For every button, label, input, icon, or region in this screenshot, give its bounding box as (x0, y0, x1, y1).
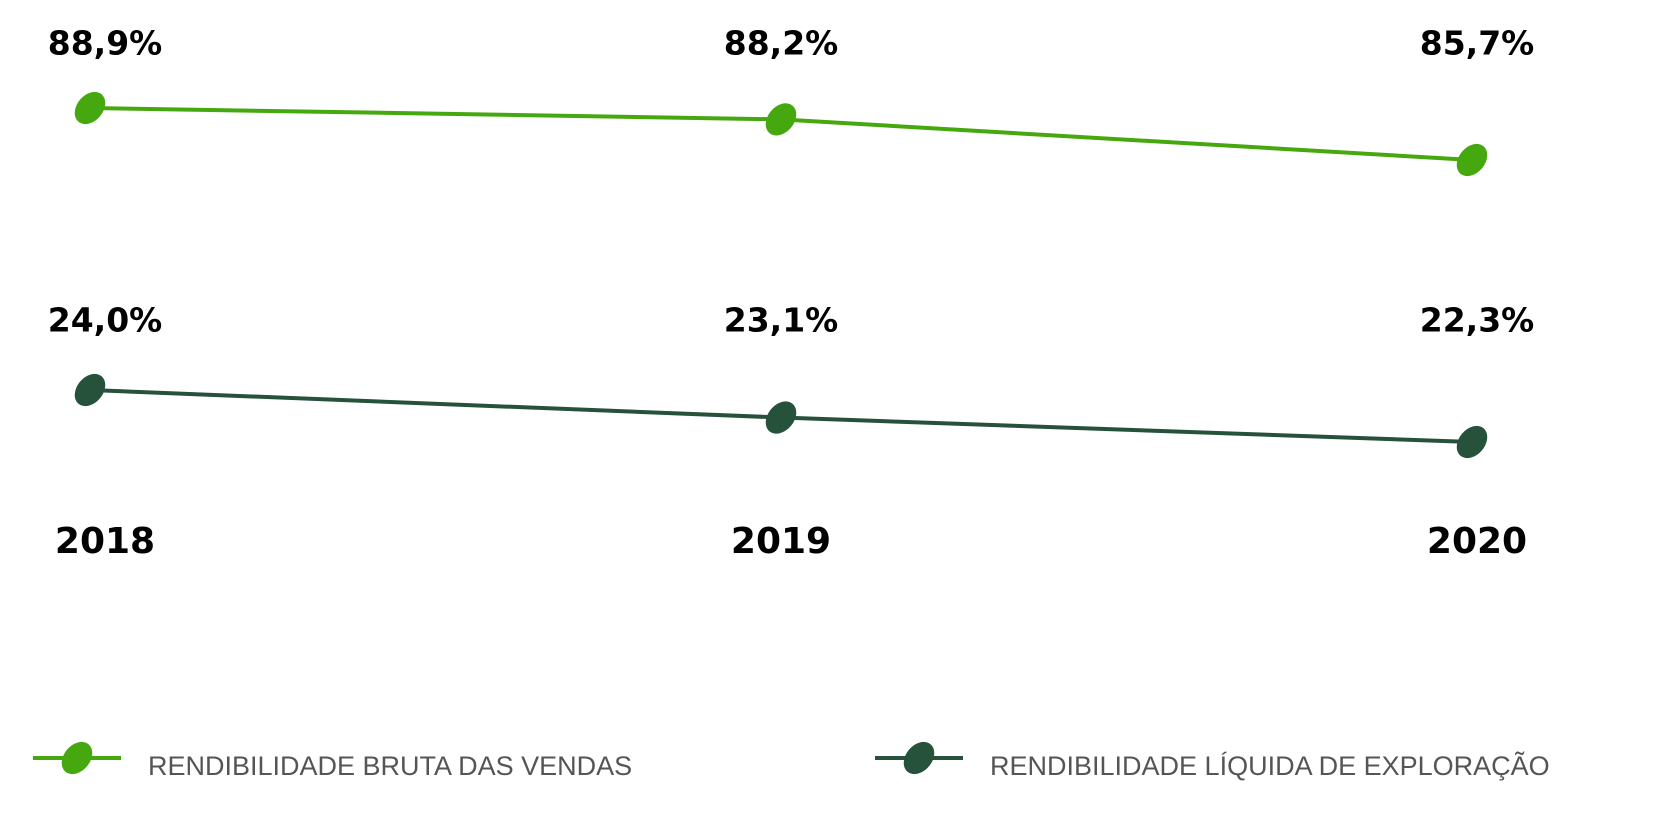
data-point (1456, 143, 1488, 177)
legend-label: RENDIBILIDADE LÍQUIDA DE EXPLORAÇÃO (990, 750, 1550, 781)
legend-marker (61, 741, 93, 775)
data-label: 88,9% (48, 24, 163, 63)
legend-marker (903, 741, 935, 775)
data-label: 23,1% (724, 301, 839, 340)
x-tick-label: 2019 (731, 521, 831, 562)
data-label: 22,3% (1420, 301, 1535, 340)
data-point (765, 401, 797, 434)
data-label: 85,7% (1420, 24, 1535, 63)
data-point (1456, 425, 1488, 459)
data-label: 24,0% (48, 301, 163, 340)
data-point (765, 103, 797, 136)
data-label: 88,2% (724, 24, 839, 63)
x-tick-label: 2020 (1427, 521, 1527, 562)
data-point (74, 91, 106, 125)
x-tick-label: 2018 (55, 521, 155, 562)
data-point (74, 373, 106, 407)
legend-label: RENDIBILIDADE BRUTA DAS VENDAS (148, 751, 632, 781)
